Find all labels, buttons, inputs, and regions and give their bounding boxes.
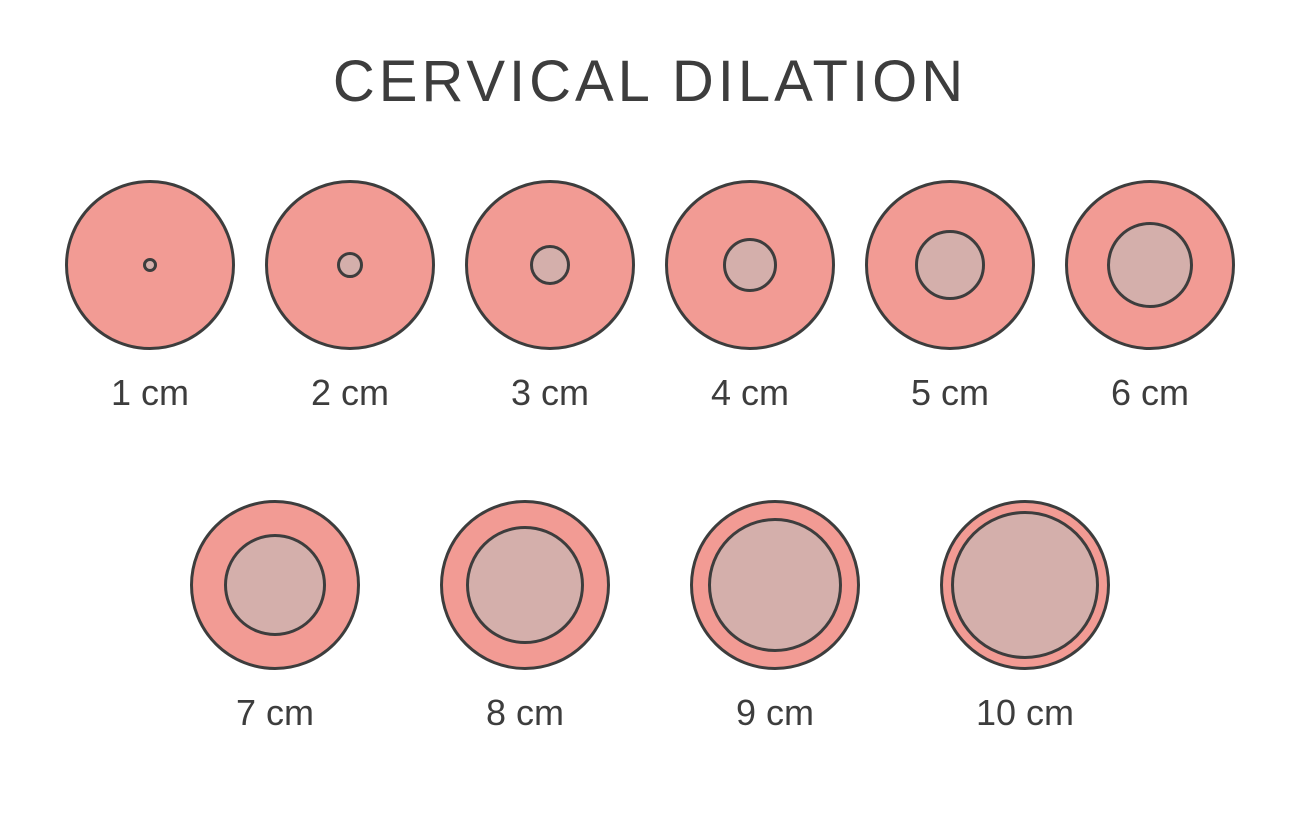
inner-circle bbox=[723, 238, 777, 292]
dilation-label: 10 cm bbox=[976, 692, 1074, 734]
inner-circle bbox=[915, 230, 985, 300]
inner-circle bbox=[708, 518, 842, 652]
dilation-row-2: 7 cm 8 cm 9 cm 10 cm bbox=[0, 500, 1300, 734]
dilation-item: 9 cm bbox=[690, 500, 860, 734]
inner-circle bbox=[224, 534, 326, 636]
dilation-label: 4 cm bbox=[711, 372, 789, 414]
inner-circle bbox=[466, 526, 584, 644]
dilation-circle bbox=[940, 500, 1110, 670]
inner-circle bbox=[337, 252, 363, 278]
dilation-label: 3 cm bbox=[511, 372, 589, 414]
dilation-item: 8 cm bbox=[440, 500, 610, 734]
dilation-item: 7 cm bbox=[190, 500, 360, 734]
dilation-item: 4 cm bbox=[665, 180, 835, 414]
dilation-label: 6 cm bbox=[1111, 372, 1189, 414]
dilation-item: 6 cm bbox=[1065, 180, 1235, 414]
dilation-item: 1 cm bbox=[65, 180, 235, 414]
dilation-circle bbox=[865, 180, 1035, 350]
dilation-circle bbox=[665, 180, 835, 350]
inner-circle bbox=[530, 245, 570, 285]
dilation-item: 3 cm bbox=[465, 180, 635, 414]
dilation-circle bbox=[465, 180, 635, 350]
inner-circle bbox=[1107, 222, 1193, 308]
dilation-label: 8 cm bbox=[486, 692, 564, 734]
dilation-circle bbox=[65, 180, 235, 350]
dilation-circle bbox=[440, 500, 610, 670]
inner-circle bbox=[143, 258, 157, 272]
dilation-label: 7 cm bbox=[236, 692, 314, 734]
dilation-circle bbox=[1065, 180, 1235, 350]
dilation-label: 9 cm bbox=[736, 692, 814, 734]
dilation-item: 2 cm bbox=[265, 180, 435, 414]
dilation-item: 5 cm bbox=[865, 180, 1035, 414]
inner-circle bbox=[951, 511, 1099, 659]
dilation-circle bbox=[265, 180, 435, 350]
dilation-row-1: 1 cm 2 cm 3 cm 4 cm 5 cm 6 cm bbox=[0, 180, 1300, 414]
dilation-label: 1 cm bbox=[111, 372, 189, 414]
dilation-circle bbox=[190, 500, 360, 670]
dilation-label: 5 cm bbox=[911, 372, 989, 414]
dilation-label: 2 cm bbox=[311, 372, 389, 414]
dilation-circle bbox=[690, 500, 860, 670]
page-title: CERVICAL DILATION bbox=[0, 48, 1300, 115]
dilation-item: 10 cm bbox=[940, 500, 1110, 734]
